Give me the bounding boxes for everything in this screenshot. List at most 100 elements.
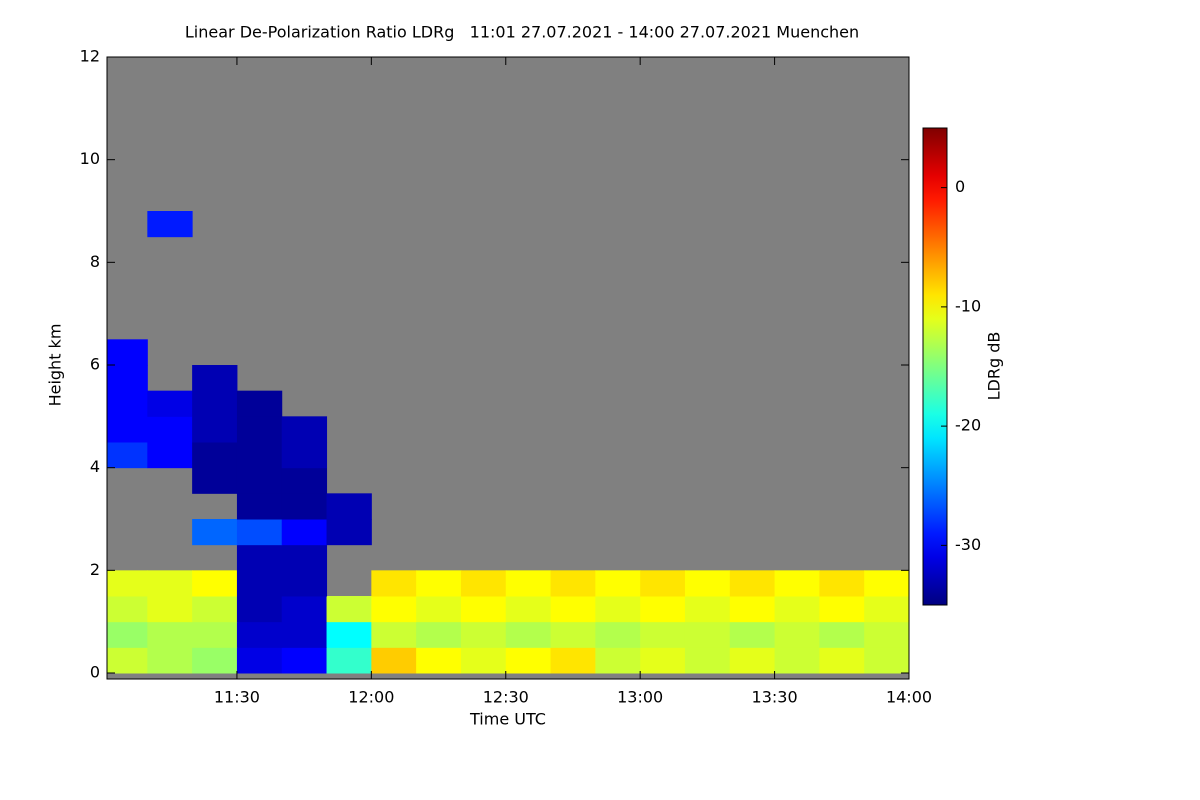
x-axis-label: Time UTC bbox=[469, 710, 546, 729]
heatmap-cell bbox=[505, 570, 552, 597]
heatmap-cell bbox=[729, 570, 776, 597]
heatmap-cell bbox=[192, 442, 238, 469]
heatmap-cell bbox=[281, 621, 328, 648]
heatmap-cell bbox=[281, 570, 328, 597]
colorbar-tick-label: -30 bbox=[955, 535, 981, 554]
heatmap-cell bbox=[192, 416, 238, 443]
y-tick-label: 12 bbox=[80, 47, 100, 66]
heatmap-cell bbox=[819, 621, 865, 648]
heatmap-cell bbox=[505, 621, 552, 648]
heatmap-cell bbox=[864, 647, 910, 674]
heatmap-cell bbox=[460, 596, 507, 623]
heatmap-cell bbox=[684, 570, 731, 597]
heatmap-cell bbox=[147, 621, 193, 648]
heatmap-cell bbox=[326, 621, 372, 648]
heatmap-cell bbox=[236, 647, 283, 674]
heatmap-cell bbox=[107, 365, 148, 392]
heatmap-cell bbox=[147, 596, 193, 623]
x-tick-label: 14:00 bbox=[886, 688, 932, 707]
heatmap-cell bbox=[326, 647, 372, 674]
heatmap-cell bbox=[550, 647, 596, 674]
heatmap-cell bbox=[774, 596, 820, 623]
x-tick-label: 13:30 bbox=[752, 688, 798, 707]
heatmap-cell bbox=[192, 365, 238, 392]
heatmap-cell bbox=[416, 621, 462, 648]
x-tick-label: 11:30 bbox=[214, 688, 260, 707]
y-axis-label: Height km bbox=[46, 324, 65, 407]
heatmap-cell bbox=[281, 467, 328, 494]
heatmap-cell bbox=[774, 647, 820, 674]
heatmap-cell bbox=[281, 519, 328, 546]
heatmap-cell bbox=[107, 570, 148, 597]
heatmap-cell bbox=[729, 596, 776, 623]
heatmap-cell bbox=[460, 647, 507, 674]
heatmap-cell bbox=[236, 467, 283, 494]
heatmap-cell bbox=[864, 596, 910, 623]
heatmap-cell bbox=[819, 570, 865, 597]
heatmap-cell bbox=[684, 596, 731, 623]
heatmap-cell bbox=[460, 621, 507, 648]
heatmap-cell bbox=[729, 621, 776, 648]
heatmap-cell bbox=[550, 596, 596, 623]
heatmap-cell bbox=[236, 390, 283, 417]
x-tick-label: 12:30 bbox=[483, 688, 529, 707]
heatmap-cell bbox=[505, 596, 552, 623]
heatmap-cell bbox=[192, 621, 238, 648]
heatmap-cell bbox=[550, 621, 596, 648]
heatmap-cell bbox=[774, 570, 820, 597]
heatmap-cell bbox=[371, 596, 417, 623]
heatmap-cell bbox=[192, 647, 238, 674]
heatmap-cell bbox=[147, 570, 193, 597]
heatmap-cell bbox=[147, 211, 193, 238]
heatmap-cell bbox=[416, 647, 462, 674]
heatmap-cell bbox=[147, 442, 193, 469]
heatmap-cell bbox=[281, 596, 328, 623]
heatmap-cell bbox=[147, 647, 193, 674]
heatmap-cell bbox=[640, 570, 686, 597]
heatmap-cell bbox=[684, 647, 731, 674]
colorbar bbox=[922, 127, 948, 606]
heatmap-cell bbox=[192, 596, 238, 623]
heatmap-cell bbox=[819, 647, 865, 674]
heatmap-cell bbox=[371, 647, 417, 674]
heatmap-cell bbox=[236, 570, 283, 597]
heatmap-cell bbox=[192, 570, 238, 597]
heatmap-cell bbox=[460, 570, 507, 597]
chart-title: Linear De-Polarization Ratio LDRg 11:01 … bbox=[185, 23, 859, 42]
heatmap-cell bbox=[684, 621, 731, 648]
y-tick-label: 8 bbox=[90, 252, 100, 271]
heatmap-cell bbox=[416, 570, 462, 597]
y-tick-label: 0 bbox=[90, 663, 100, 682]
y-tick-label: 4 bbox=[90, 457, 100, 476]
heatmap bbox=[107, 211, 910, 674]
heatmap-cell bbox=[107, 416, 148, 443]
heatmap-cell bbox=[236, 519, 283, 546]
heatmap-cell bbox=[236, 442, 283, 469]
heatmap-cell bbox=[595, 570, 641, 597]
heatmap-cell bbox=[326, 493, 372, 520]
heatmap-cell bbox=[147, 390, 193, 417]
colorbar-tick-label: -20 bbox=[955, 416, 981, 435]
x-tick-label: 13:00 bbox=[617, 688, 663, 707]
heatmap-cell bbox=[281, 442, 328, 469]
heatmap-cell bbox=[326, 519, 372, 546]
x-tick-label: 12:00 bbox=[348, 688, 394, 707]
y-tick-label: 10 bbox=[80, 149, 100, 168]
heatmap-cell bbox=[281, 493, 328, 520]
heatmap-cell bbox=[505, 647, 552, 674]
colorbar-tick-label: 0 bbox=[955, 177, 965, 196]
heatmap-cell bbox=[595, 647, 641, 674]
y-tick-label: 2 bbox=[90, 560, 100, 579]
heatmap-cell bbox=[107, 621, 148, 648]
heatmap-cell bbox=[107, 390, 148, 417]
heatmap-cell bbox=[281, 647, 328, 674]
heatmap-cell bbox=[236, 416, 283, 443]
heatmap-cell bbox=[640, 621, 686, 648]
heatmap-cell bbox=[236, 621, 283, 648]
heatmap-cell bbox=[107, 339, 148, 366]
heatmap-cell bbox=[281, 544, 328, 571]
heatmap-cell bbox=[729, 647, 776, 674]
plot-frame bbox=[106, 56, 910, 680]
heatmap-cell bbox=[192, 467, 238, 494]
